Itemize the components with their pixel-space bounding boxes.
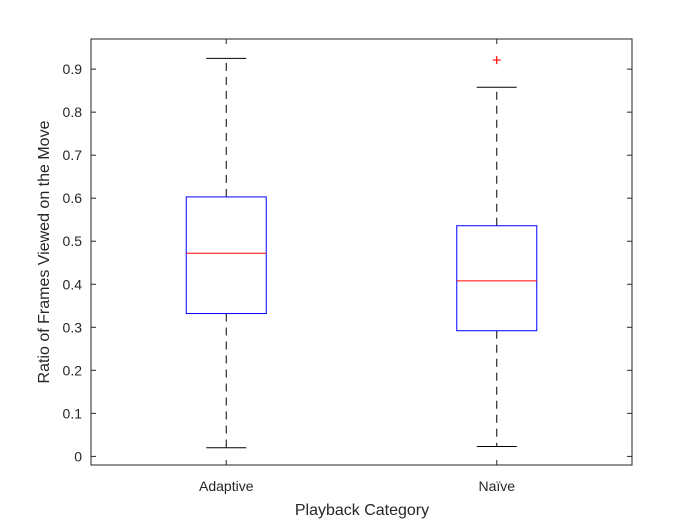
outlier-marker (492, 56, 501, 65)
boxes-layer (185, 56, 538, 449)
plot-area (90, 38, 633, 466)
tick-layer: 0 0.1 0.2 0.3 0.4 0.5 0.6 0.7 0.8 0.9 Adaptive Naïv… (63, 39, 632, 494)
y-tick-label: 0.7 (63, 147, 83, 163)
y-tick-label: 0.2 (63, 362, 83, 378)
y-tick-label: 0.5 (63, 233, 83, 249)
x-tick-label: Naïve (478, 478, 515, 494)
y-tick-label: 0.1 (63, 405, 83, 421)
x-tick-label: Adaptive (199, 478, 254, 494)
y-tick-label: 0.3 (63, 319, 83, 335)
box-nave (456, 56, 538, 447)
box-adaptive (185, 57, 267, 449)
box-iqr (456, 225, 538, 332)
x-axis-label: Playback Category (295, 502, 429, 519)
y-axis-label: Ratio of Frames Viewed on the Move (36, 120, 53, 383)
y-tick-label: 0.9 (63, 61, 83, 77)
y-tick-label: 0.6 (63, 190, 83, 206)
y-tick-label: 0 (74, 448, 82, 464)
box-iqr (185, 196, 267, 315)
y-tick-label: 0.4 (63, 276, 83, 292)
y-tick-label: 0.8 (63, 104, 83, 120)
